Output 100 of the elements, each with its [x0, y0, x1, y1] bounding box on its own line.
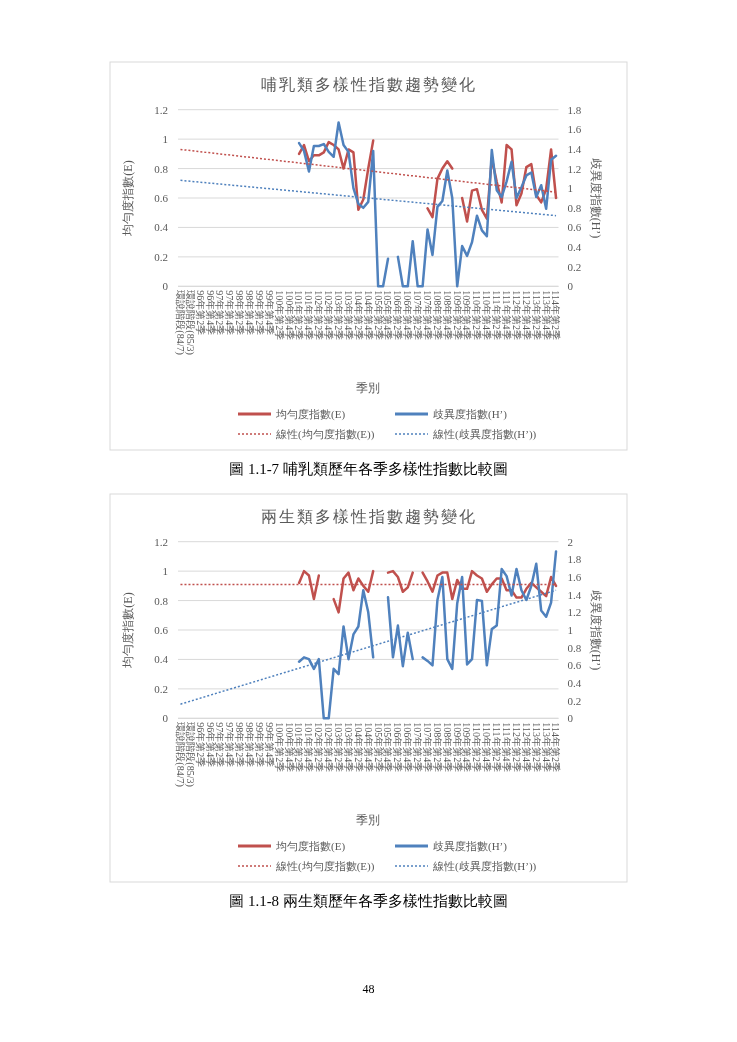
- x-tick-label: 103年第2季: [333, 290, 344, 341]
- y2-tick-label: 1.8: [567, 553, 582, 566]
- y2-tick-label: 1.6: [567, 123, 582, 136]
- x-tick-label: 108年第2季: [431, 722, 443, 773]
- x-tick-label: 113年第2季: [530, 722, 542, 772]
- y-tick-label: 0.4: [154, 221, 169, 234]
- x-tick-label: 106年第4季: [402, 290, 414, 341]
- y2-tick-label: 1.2: [567, 162, 582, 175]
- x-tick-label: 108年第4季: [441, 722, 453, 773]
- y2-tick-label: 0.8: [567, 641, 582, 654]
- text: 48: [362, 982, 375, 996]
- x-tick-label: 102年第4季: [323, 722, 335, 773]
- x-tick-label: 103年第4季: [342, 290, 354, 341]
- x-tick-label: 113年第2季: [530, 290, 542, 340]
- y-tick-label: 1: [162, 565, 168, 578]
- x-tick-label: 108年第4季: [441, 290, 453, 341]
- x-tick-label: 101年第4季: [303, 290, 315, 341]
- x-tick-label: 107年第4季: [421, 722, 433, 773]
- x-tick-label: 100年第4季: [283, 722, 295, 773]
- y2-tick-label: 0.2: [567, 694, 582, 707]
- x-tick-label: 97年第2季: [214, 290, 226, 336]
- y-tick-label: 0.8: [154, 162, 169, 175]
- x-tick-label: 111年第2季: [491, 290, 503, 340]
- x-tick-label: 98年第4季: [244, 722, 256, 768]
- x-tick-label: 110年第4季: [481, 722, 493, 772]
- x-tick-label: 環說階段(84/7): [173, 290, 186, 355]
- x-tick-label: 97年第4季: [224, 290, 236, 336]
- y2-tick-label: 1.4: [567, 142, 582, 155]
- y2-tick-label: 0.8: [567, 201, 582, 214]
- y2-axis-title: 歧異度指數(H’): [589, 589, 603, 671]
- x-tick-label: 112年第4季: [520, 290, 532, 340]
- y2-tick-label: 1.6: [567, 571, 582, 584]
- x-axis-title: 季別: [356, 381, 381, 395]
- y-tick-label: 0.6: [154, 624, 169, 636]
- x-tick-label: 98年第2季: [234, 290, 246, 336]
- x-tick-label: 105年第4季: [382, 290, 394, 341]
- y2-tick-label: 0: [567, 280, 574, 293]
- y2-tick-label: 0.2: [567, 260, 582, 273]
- y-tick-label: 1: [162, 133, 168, 146]
- x-tick-label: 109年第4季: [461, 722, 473, 773]
- legend-label: 線性(均勻度指數(E)): [275, 860, 375, 873]
- x-tick-label: 105年第2季: [372, 722, 384, 773]
- x-tick-label: 106年第4季: [402, 722, 414, 773]
- x-tick-label: 99年第4季: [263, 722, 275, 768]
- y-tick-label: 1.2: [154, 535, 168, 548]
- x-axis-title: 季別: [356, 813, 381, 827]
- y2-tick-label: 1: [567, 624, 573, 636]
- y2-axis-title: 歧異度指數(H’): [589, 157, 603, 239]
- x-tick-label: 110年第2季: [471, 290, 483, 340]
- chart-title: 兩生類多樣性指數趨勢變化: [260, 508, 477, 525]
- x-tick-label: 105年第4季: [382, 722, 394, 773]
- x-tick-label: 102年第2季: [313, 722, 325, 773]
- x-tick-label: 102年第4季: [323, 290, 335, 341]
- x-tick-label: 104年第2季: [352, 290, 364, 341]
- x-tick-label: 96年第4季: [204, 722, 216, 768]
- x-tick-label: 111年第2季: [491, 722, 503, 772]
- y2-tick-label: 1.8: [567, 103, 582, 116]
- x-tick-label: 109年第2季: [451, 722, 463, 773]
- x-tick-label: 113年第4季: [540, 290, 552, 340]
- x-tick-label: 113年第4季: [540, 722, 552, 772]
- y2-tick-label: 1: [567, 182, 573, 195]
- y-tick-label: 0.8: [154, 594, 169, 607]
- x-tick-label: 96年第2季: [194, 290, 206, 336]
- y-axis-title: 均勻度指數(E): [121, 160, 135, 237]
- y-tick-label: 0.2: [154, 682, 168, 695]
- x-tick-label: 98年第4季: [244, 290, 256, 336]
- x-tick-label: 99年第2季: [253, 722, 265, 768]
- x-tick-label: 106年第2季: [392, 290, 404, 341]
- y2-tick-label: 0.6: [567, 221, 582, 234]
- y2-tick-label: 1.2: [567, 606, 582, 619]
- y2-tick-label: 2: [567, 535, 573, 548]
- legend-label: 均勻度指數(E): [275, 840, 346, 853]
- x-tick-label: 100年第2季: [273, 290, 285, 341]
- x-tick-label: 111年第4季: [501, 722, 513, 772]
- x-tick-label: 96年第4季: [204, 290, 216, 336]
- x-tick-label: 108年第2季: [431, 290, 443, 341]
- x-tick-label: 104年第4季: [362, 722, 374, 773]
- y-axis-title: 均勻度指數(E): [121, 592, 135, 669]
- y2-tick-label: 0.4: [567, 676, 582, 689]
- x-tick-label: 100年第2季: [273, 722, 285, 773]
- x-tick-label: 107年第4季: [421, 290, 433, 341]
- x-tick-label: 107年第2季: [412, 290, 424, 341]
- x-tick-label: 110年第4季: [481, 290, 493, 340]
- x-tick-label: 97年第2季: [214, 722, 226, 768]
- x-tick-label: 107年第2季: [412, 722, 424, 773]
- x-tick-label: 100年第4季: [283, 290, 295, 341]
- x-tick-label: 98年第2季: [234, 722, 246, 768]
- x-tick-label: 110年第2季: [471, 722, 483, 772]
- legend-label: 均勻度指數(E): [275, 408, 346, 421]
- x-tick-label: 環說階段(84/7): [173, 722, 186, 787]
- y-tick-label: 0.4: [154, 653, 169, 666]
- x-tick-label: 96年第2季: [194, 722, 206, 768]
- x-tick-label: 109年第4季: [461, 290, 473, 341]
- x-tick-label: 112年第4季: [520, 722, 532, 772]
- x-tick-label: 114年第2季: [550, 722, 562, 772]
- x-tick-label: 112年第2季: [510, 722, 522, 772]
- x-tick-label: 99年第4季: [263, 290, 275, 336]
- x-tick-label: 103年第2季: [333, 722, 344, 773]
- legend-label: 歧異度指數(H’): [433, 840, 508, 853]
- legend-label: 線性(均勻度指數(E)): [275, 428, 375, 441]
